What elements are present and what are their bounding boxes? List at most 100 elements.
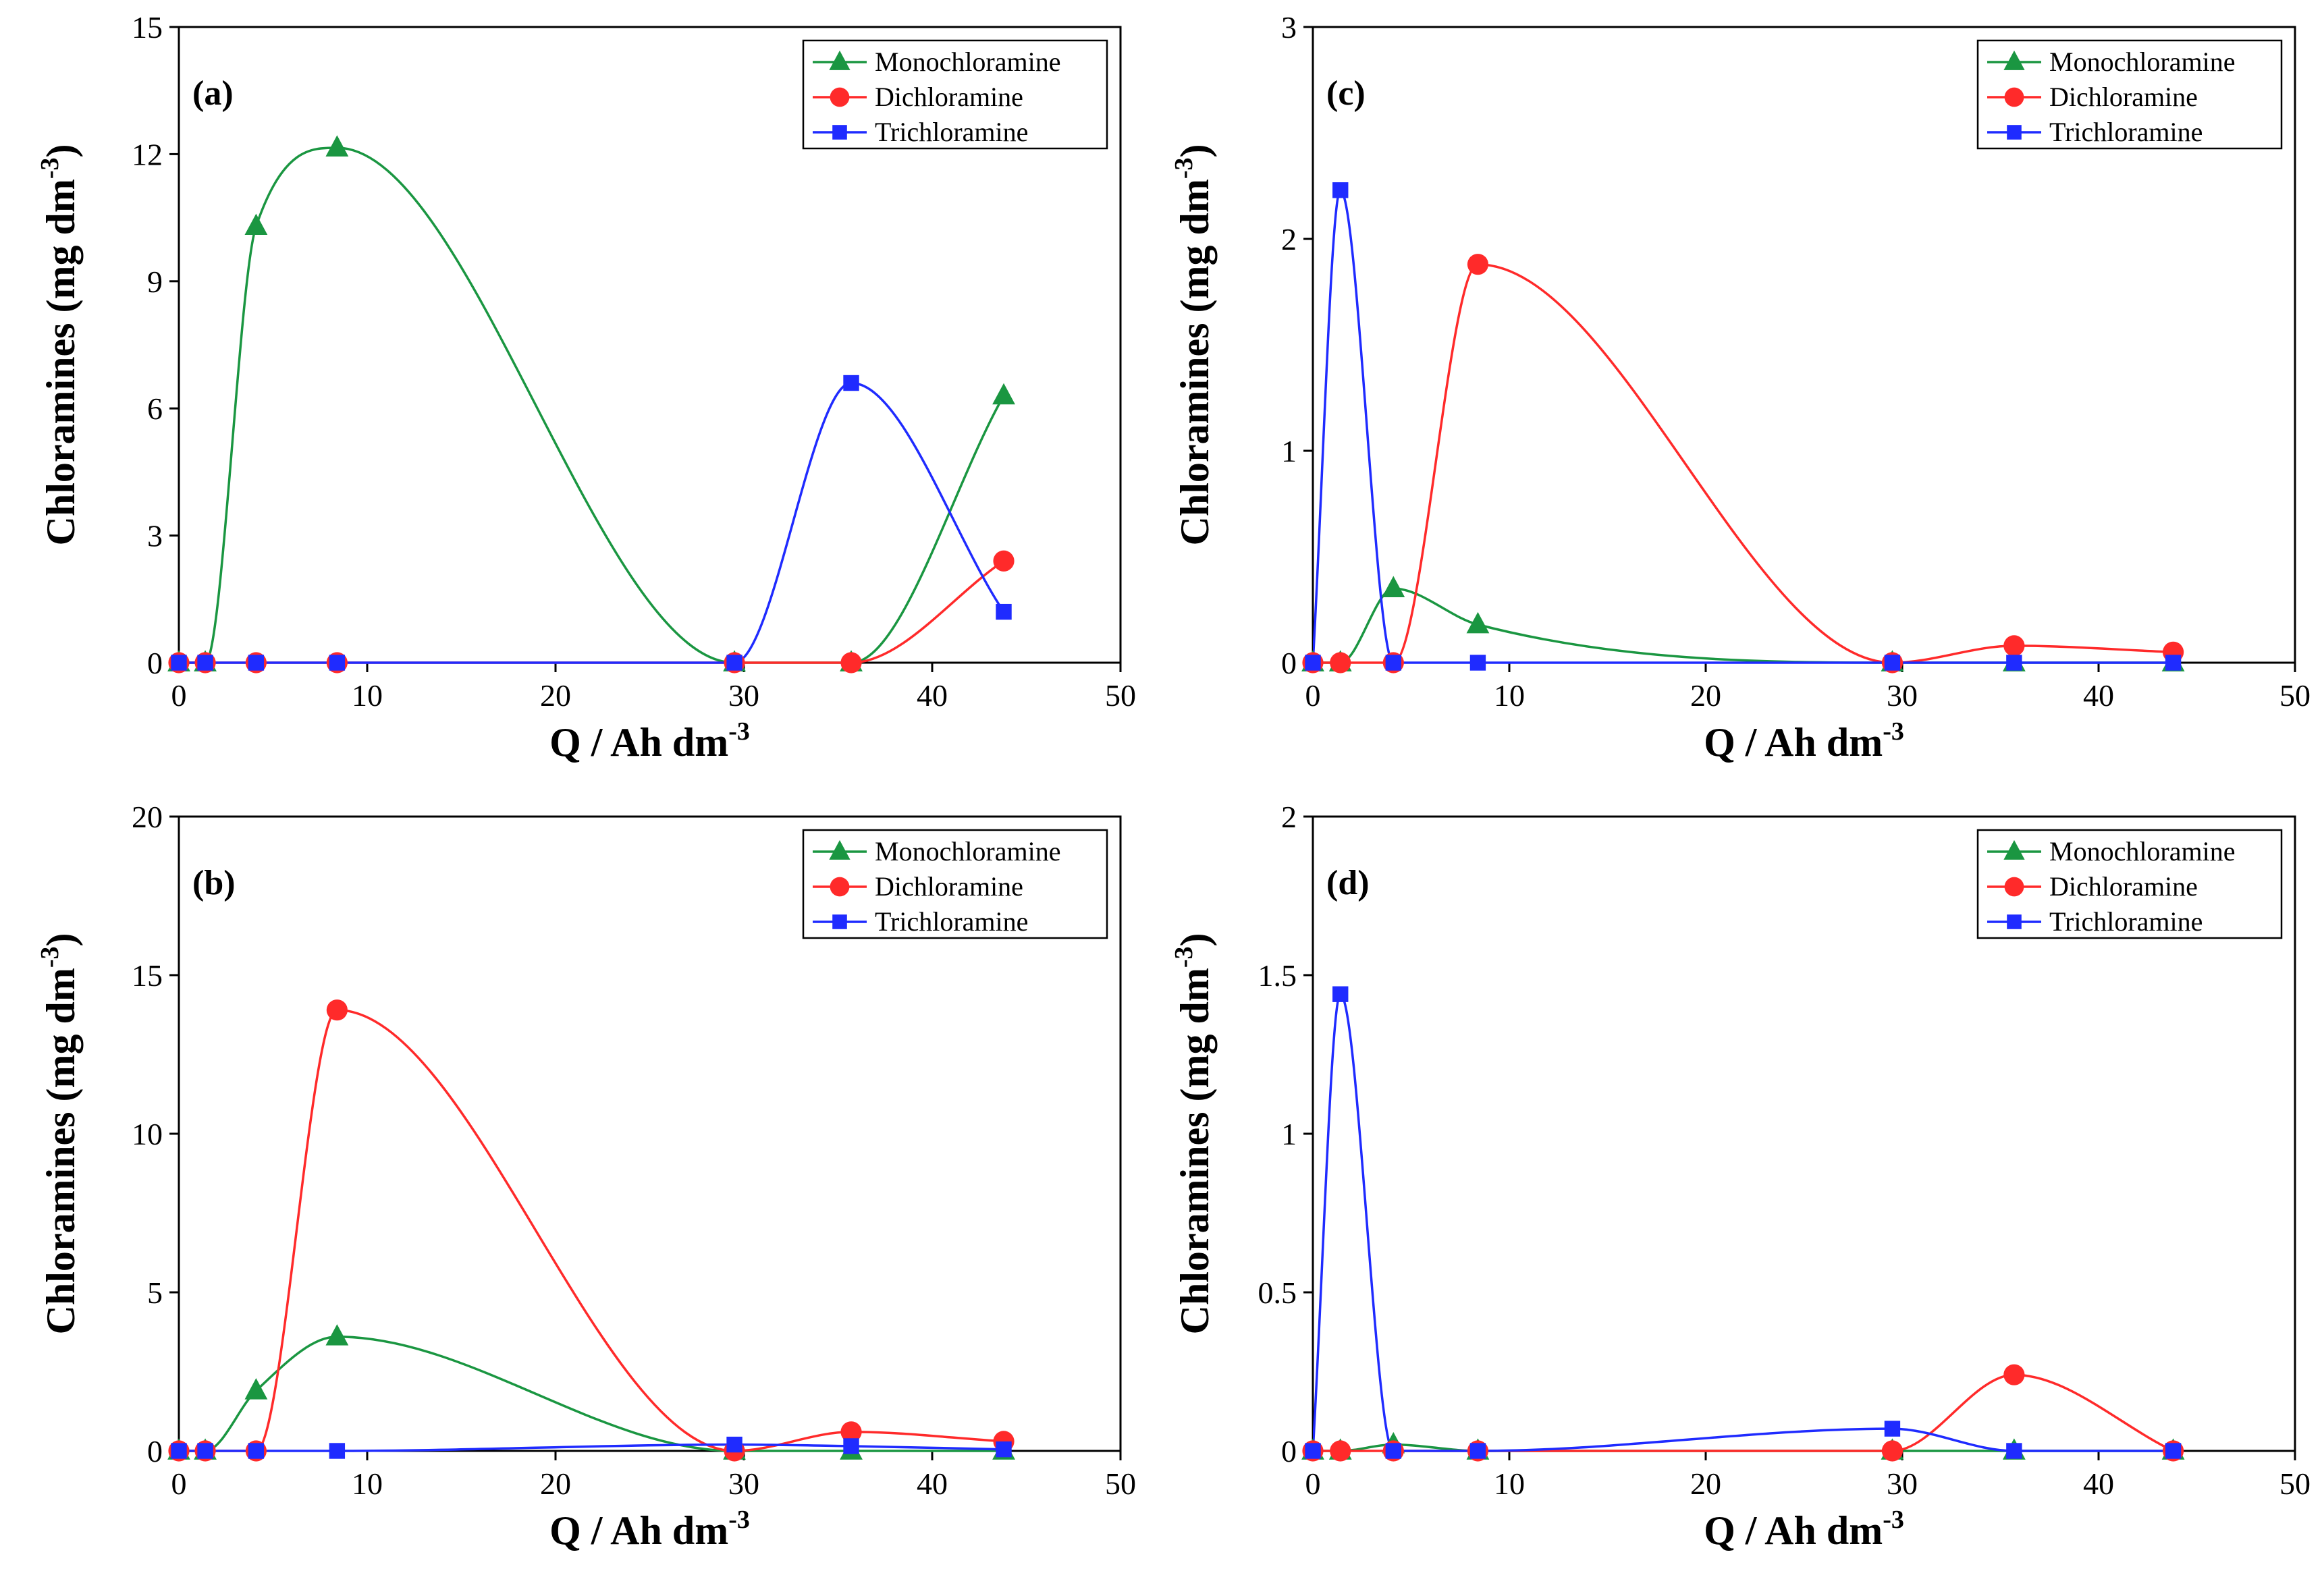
y-tick-label: 0 (147, 1434, 163, 1468)
point-monochloramine (325, 135, 349, 157)
x-tick-label: 30 (728, 1466, 759, 1501)
y-tick-label: 0 (1281, 646, 1297, 680)
x-tick-label: 40 (917, 678, 948, 713)
legend-label-monochloramine: Monochloramine (875, 836, 1061, 866)
series-dichloramine-line (179, 1008, 1004, 1452)
legend-label-trichloramine: Trichloramine (875, 117, 1028, 147)
series-monochloramine-line (1313, 587, 2174, 664)
y-tick-label: 1 (1281, 1117, 1297, 1151)
legend-marker-dichloramine (830, 87, 850, 107)
point-trichloramine (1385, 655, 1402, 671)
x-tick-label: 50 (1105, 678, 1136, 713)
x-tick-label: 20 (540, 1466, 571, 1501)
legend-marker-trichloramine (832, 125, 847, 140)
legend-marker-trichloramine (2007, 914, 2022, 929)
point-dichloramine (1467, 254, 1489, 275)
y-axis-title: Chloramines (mg dm-3) (36, 144, 83, 546)
y-tick-label: 3 (147, 519, 163, 553)
point-trichloramine (2006, 655, 2022, 671)
legend-box (802, 39, 1108, 150)
panel-a: 0 10 20 30 40 50 0 3 6 9 12 15 Q / Ah dm-3 Chloramine… (36, 10, 1136, 765)
point-monochloramine (325, 1324, 349, 1346)
y-tick-label: 20 (132, 800, 163, 834)
point-monochloramine (1382, 576, 1405, 597)
legend-label-monochloramine: Monochloramine (2049, 836, 2236, 866)
y-tick-label: 0.5 (1258, 1275, 1297, 1310)
point-trichloramine (726, 655, 742, 671)
series-dichloramine-line (1313, 1373, 2174, 1452)
point-trichloramine (1305, 1443, 1321, 1459)
x-tick-label: 0 (171, 678, 187, 713)
point-monochloramine (992, 383, 1015, 405)
point-trichloramine (1332, 182, 1349, 198)
point-dichloramine (1330, 652, 1351, 673)
point-monochloramine (244, 213, 268, 236)
legend-label-trichloramine: Trichloramine (2049, 906, 2203, 937)
point-trichloramine (1884, 1421, 1901, 1437)
x-tick-label: 50 (1105, 1466, 1136, 1501)
x-tick-label: 10 (352, 1466, 383, 1501)
point-trichloramine (329, 1443, 346, 1459)
x-tick-label: 40 (2083, 1466, 2114, 1501)
y-tick-label: 15 (132, 958, 163, 993)
x-axis-title: Q / Ah dm-3 (549, 717, 750, 765)
point-trichloramine (996, 603, 1012, 620)
y-tick-label: 10 (132, 1117, 163, 1151)
point-trichloramine (197, 655, 213, 671)
legend-label-monochloramine: Monochloramine (875, 47, 1061, 77)
x-tick-label: 50 (2279, 678, 2311, 713)
point-dichloramine (993, 550, 1015, 572)
legend-label-dichloramine: Dichloramine (875, 871, 1023, 902)
point-trichloramine (171, 655, 187, 671)
series-trichloramine-line (179, 381, 1005, 664)
x-tick-label: 10 (352, 678, 383, 713)
legend-marker-monochloramine (2003, 840, 2025, 860)
legend-label-dichloramine: Dichloramine (875, 82, 1023, 112)
point-dichloramine (2003, 1364, 2025, 1385)
legend-marker-trichloramine (2007, 125, 2022, 140)
legend-marker-dichloramine (2004, 877, 2024, 897)
x-axis-title: Q / Ah dm-3 (1704, 1506, 1904, 1553)
x-tick-label: 40 (917, 1466, 948, 1501)
panel-label: (c) (1326, 74, 1366, 113)
point-trichloramine (171, 1443, 187, 1459)
point-dichloramine (840, 1421, 862, 1443)
series-dichloramine-line (1313, 263, 2174, 664)
series-trichloramine-line (179, 1443, 1004, 1452)
point-trichloramine (1469, 655, 1486, 671)
y-tick-label: 3 (1281, 10, 1297, 45)
point-trichloramine (843, 1438, 859, 1454)
point-dichloramine (326, 999, 348, 1021)
panel-d: 0 10 20 30 40 50 0 0.5 1 1.5 2 Q / Ah dm-3 Chloramin… (1170, 800, 2311, 1553)
y-axis-title: Chloramines (mg dm-3) (36, 933, 83, 1335)
x-tick-label: 30 (728, 678, 759, 713)
point-trichloramine (1469, 1443, 1486, 1459)
point-trichloramine (1332, 986, 1349, 1002)
x-tick-label: 30 (1887, 1466, 1918, 1501)
point-dichloramine (2003, 635, 2025, 657)
series-trichloramine-line (1313, 993, 2174, 1452)
legend-marker-dichloramine (2004, 87, 2024, 107)
point-monochloramine (1466, 611, 1490, 634)
point-trichloramine (726, 1436, 742, 1453)
legend-label-trichloramine: Trichloramine (875, 906, 1028, 937)
x-tick-label: 10 (1494, 1466, 1525, 1501)
series-dichloramine-line (179, 559, 1004, 664)
y-tick-label: 2 (1281, 222, 1297, 256)
point-trichloramine (1884, 655, 1901, 671)
panel-label: (b) (192, 864, 236, 902)
y-tick-label: 6 (147, 391, 163, 426)
legend-marker-monochloramine (2003, 50, 2025, 70)
legend-marker-monochloramine (829, 840, 850, 860)
point-trichloramine (329, 655, 346, 671)
point-trichloramine (1305, 655, 1321, 671)
point-trichloramine (2165, 655, 2182, 671)
y-tick-label: 9 (147, 265, 163, 299)
x-tick-label: 0 (1305, 678, 1321, 713)
x-tick-label: 20 (1690, 1466, 1721, 1501)
y-axis-title: Chloramines (mg dm-3) (1170, 933, 1217, 1335)
legend-label-trichloramine: Trichloramine (2049, 117, 2203, 147)
x-tick-label: 10 (1494, 678, 1525, 713)
y-tick-label: 0 (147, 646, 163, 680)
y-tick-label: 1 (1281, 434, 1297, 468)
